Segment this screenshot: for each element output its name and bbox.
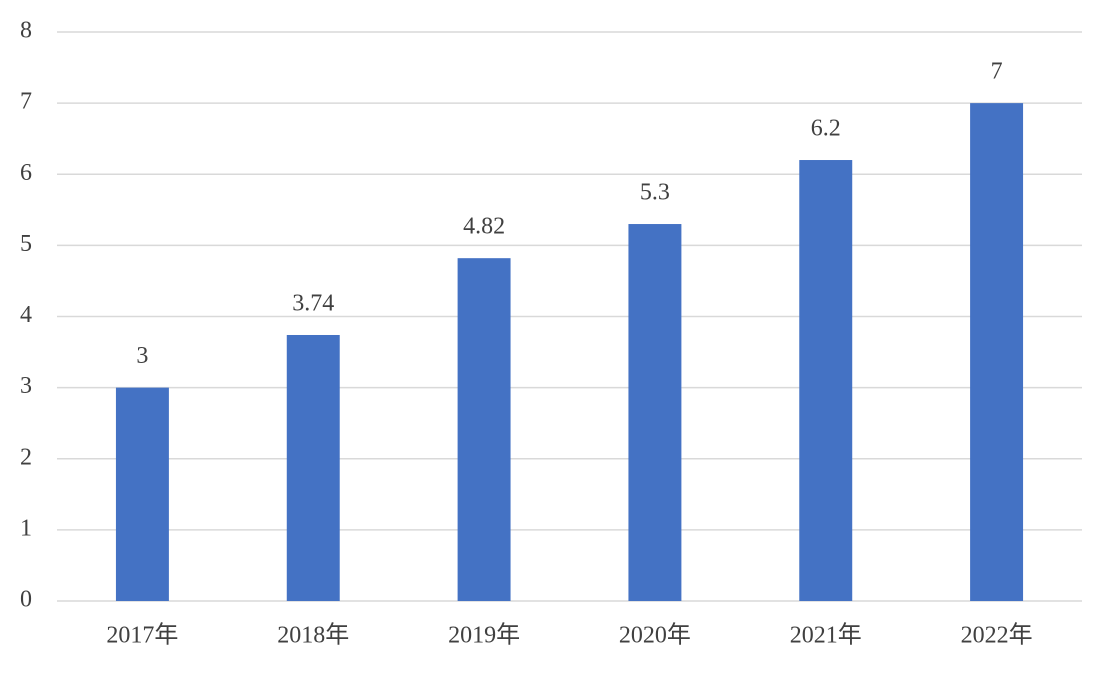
y-tick-label: 5 bbox=[20, 231, 32, 257]
y-tick-label: 4 bbox=[20, 302, 32, 328]
data-label: 3 bbox=[136, 343, 148, 369]
x-tick-label: 2017年 bbox=[106, 622, 178, 649]
y-tick-label: 7 bbox=[20, 89, 32, 115]
x-tick-label: 2019年 bbox=[448, 622, 520, 649]
data-label: 7 bbox=[991, 59, 1003, 85]
y-tick-label: 3 bbox=[20, 373, 32, 399]
y-tick-label: 0 bbox=[20, 587, 32, 613]
data-label: 4.82 bbox=[463, 214, 505, 240]
bar bbox=[970, 103, 1024, 601]
x-tick-label: 2020年 bbox=[619, 622, 691, 649]
x-tick-label: 2018年 bbox=[277, 622, 349, 649]
bar bbox=[628, 224, 682, 601]
bar bbox=[286, 334, 340, 601]
data-label: 6.2 bbox=[811, 116, 841, 142]
x-tick-label: 2022年 bbox=[961, 622, 1033, 649]
bar bbox=[115, 387, 169, 601]
y-tick-label: 2 bbox=[20, 444, 32, 470]
bar bbox=[457, 258, 511, 601]
y-tick-label: 8 bbox=[20, 18, 32, 44]
y-tick-label: 6 bbox=[20, 160, 32, 186]
bar bbox=[799, 160, 853, 601]
x-tick-label: 2021年 bbox=[790, 622, 862, 649]
data-label: 5.3 bbox=[640, 180, 670, 206]
y-tick-label: 1 bbox=[20, 515, 32, 541]
data-label: 3.74 bbox=[292, 290, 334, 316]
